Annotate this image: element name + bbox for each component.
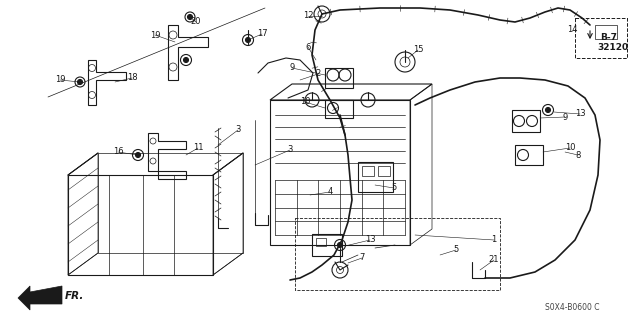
Bar [358, 162, 393, 192]
Circle shape [77, 79, 83, 85]
Text: 13: 13 [575, 109, 586, 118]
Text: 12: 12 [303, 11, 313, 20]
Text: 6: 6 [305, 42, 310, 51]
Text: B-7: B-7 [600, 33, 617, 42]
Text: 2: 2 [316, 70, 321, 78]
Text: 20: 20 [191, 18, 201, 26]
Text: 18: 18 [127, 73, 138, 83]
Text: 15: 15 [413, 46, 423, 55]
Bar [512, 110, 540, 132]
Text: FR.: FR. [65, 291, 84, 301]
Text: 17: 17 [257, 29, 268, 39]
Text: 13: 13 [365, 235, 375, 244]
Bar [316, 238, 326, 246]
Text: 8: 8 [575, 151, 580, 160]
Text: 3: 3 [287, 145, 292, 154]
Text: 5: 5 [453, 246, 459, 255]
Polygon shape [18, 286, 62, 310]
Text: 3: 3 [236, 125, 241, 135]
Circle shape [184, 57, 189, 63]
Bar [595, 25, 617, 39]
Text: 19: 19 [150, 31, 160, 40]
Text: 10: 10 [300, 98, 310, 107]
Text: 5: 5 [392, 183, 397, 192]
Text: 4: 4 [328, 188, 333, 197]
Text: 19: 19 [55, 76, 65, 85]
Bar [325, 100, 353, 118]
Circle shape [337, 242, 342, 248]
Text: 11: 11 [193, 144, 204, 152]
Bar [378, 166, 390, 176]
Circle shape [136, 152, 141, 158]
Text: 21: 21 [489, 256, 499, 264]
Bar [325, 68, 353, 88]
Bar [312, 234, 342, 256]
Text: 1: 1 [492, 235, 497, 244]
Text: 9: 9 [289, 63, 294, 72]
Text: 7: 7 [359, 254, 365, 263]
Circle shape [188, 14, 193, 19]
Text: 10: 10 [564, 144, 575, 152]
Text: 16: 16 [113, 147, 124, 157]
Circle shape [246, 38, 250, 42]
Circle shape [545, 108, 550, 113]
Bar [362, 166, 374, 176]
Text: 14: 14 [567, 26, 577, 34]
Text: S0X4-B0600 C: S0X4-B0600 C [545, 303, 600, 313]
Text: 9: 9 [563, 113, 568, 122]
Text: 32120: 32120 [597, 43, 628, 53]
Bar [515, 145, 543, 165]
